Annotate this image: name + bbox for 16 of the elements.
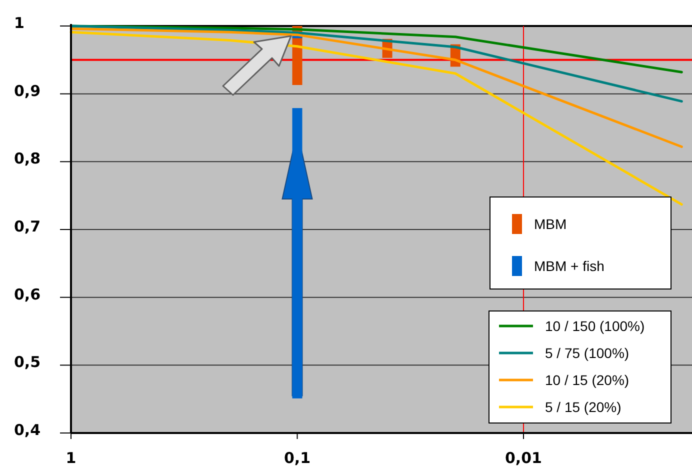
y-tick-label: 0,9: [14, 82, 41, 100]
legend-label: 10 / 15 (20%): [545, 372, 630, 388]
x-tick-label: 0,01: [504, 449, 542, 467]
y-tick-label: 0,8: [14, 150, 41, 168]
legend-label: 5 / 75 (100%): [545, 345, 630, 361]
legend-label: MBM + fish: [534, 258, 604, 274]
legend-label: 10 / 150 (100%): [545, 318, 645, 334]
legend-label: 5 / 15 (20%): [545, 399, 622, 415]
legend-label: MBM: [534, 216, 567, 232]
y-tick-label: 0,5: [14, 353, 41, 372]
x-tick-label: 1: [66, 449, 76, 467]
y-tick-label: 0,6: [14, 285, 41, 304]
y-tick-label: 0,7: [14, 218, 41, 236]
y-tick-label: 0,4: [14, 421, 41, 439]
y-tick-label: 1: [14, 14, 24, 32]
x-tick-label: 0,1: [284, 449, 311, 467]
